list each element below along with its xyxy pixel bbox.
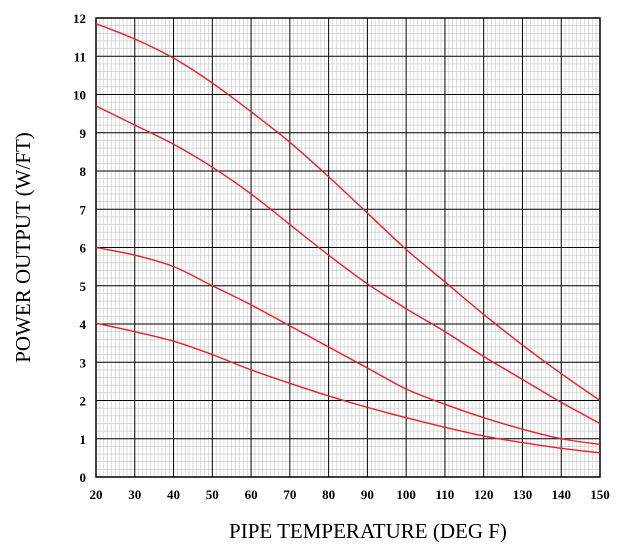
y-tick-label: 0 — [80, 470, 87, 485]
y-tick-label: 7 — [80, 202, 87, 217]
x-tick-label: 130 — [513, 487, 533, 502]
y-axis-label: POWER OUTPUT (W/FT) — [11, 132, 35, 363]
y-tick-label: 6 — [80, 241, 87, 256]
x-tick-label: 70 — [283, 487, 296, 502]
series-line-1 — [95, 23, 601, 402]
y-tick-label: 4 — [80, 317, 87, 332]
y-tick-label: 5 — [80, 279, 87, 294]
series-layer — [95, 23, 601, 454]
series-line-4 — [95, 322, 601, 454]
x-tick-label: 90 — [361, 487, 374, 502]
x-tick-label: 80 — [322, 487, 335, 502]
x-tick-label: 120 — [474, 487, 494, 502]
x-tick-label: 20 — [90, 487, 103, 502]
y-tick-label: 3 — [80, 355, 87, 370]
y-tick-label: 8 — [80, 164, 87, 179]
x-tick-label: 110 — [436, 487, 455, 502]
y-tick-label: 9 — [80, 126, 87, 141]
y-tick-label: 2 — [80, 394, 87, 409]
y-tick-label: 10 — [73, 88, 86, 103]
y-tick-label: 1 — [80, 432, 87, 447]
x-tick-label: 60 — [245, 487, 258, 502]
x-tick-label: 100 — [396, 487, 416, 502]
y-tick-label: 12 — [73, 11, 86, 26]
major-grid — [95, 17, 601, 478]
x-tick-label: 40 — [167, 487, 180, 502]
x-axis-label: PIPE TEMPERATURE (DEG F) — [229, 519, 507, 542]
series-line-3 — [95, 246, 601, 446]
x-tick-label: 50 — [206, 487, 219, 502]
x-tick-label: 140 — [551, 487, 571, 502]
x-tick-label: 150 — [590, 487, 610, 502]
x-axis-ticks: 20 30 40 50 60 70 80 90 100 110 120 130 140 150 — [90, 487, 610, 502]
series-line-2 — [95, 105, 601, 425]
y-tick-label: 11 — [74, 49, 86, 64]
x-tick-label: 30 — [128, 487, 141, 502]
